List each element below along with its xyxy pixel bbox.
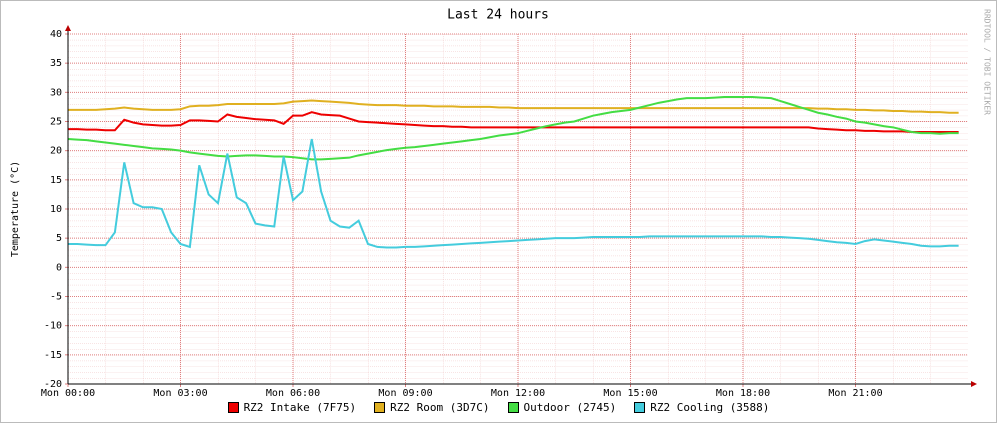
y-tick-label: 15 xyxy=(50,175,62,186)
legend-label: RZ2 Room (3D7C) xyxy=(390,401,490,414)
y-tick-label: 10 xyxy=(50,204,62,215)
y-tick-label: 20 xyxy=(50,146,62,157)
series-line xyxy=(68,138,959,249)
grid xyxy=(65,33,968,387)
legend-label: Outdoor (2745) xyxy=(523,401,617,414)
x-tick-label: Mon 09:00 xyxy=(378,388,432,399)
legend-label: RZ2 Intake (7F75) xyxy=(243,401,357,414)
legend-item: Outdoor (2745) xyxy=(507,401,617,414)
y-tick-label: -10 xyxy=(44,321,62,332)
y-tick-label: -5 xyxy=(50,292,62,303)
chart-title: Last 24 hours xyxy=(447,8,549,23)
legend-swatch xyxy=(507,402,519,413)
y-tick-label: 30 xyxy=(50,87,62,98)
series-line xyxy=(68,99,959,114)
y-tick-label: 25 xyxy=(50,117,62,128)
y-tick-label: -20 xyxy=(44,379,62,390)
axes xyxy=(65,25,977,387)
plot xyxy=(67,96,959,249)
y-axis-arrow xyxy=(65,25,71,31)
legend-swatch xyxy=(227,402,239,413)
y-axis-label: Temperature (°C) xyxy=(10,161,21,257)
y-tick-label: 35 xyxy=(50,58,62,69)
x-tick-label: Mon 21:00 xyxy=(828,388,882,399)
y-tick-label: 40 xyxy=(50,29,62,40)
legend-item: RZ2 Room (3D7C) xyxy=(374,401,490,414)
y-tick-label: -15 xyxy=(44,350,62,361)
legend-swatch xyxy=(374,402,386,413)
legend-item: RZ2 Cooling (3588) xyxy=(634,401,769,414)
x-axis-arrow xyxy=(971,381,977,387)
x-tick-label: Mon 12:00 xyxy=(491,388,545,399)
series-line xyxy=(67,96,959,161)
x-tick-label: Mon 00:00 xyxy=(41,388,95,399)
chart: Last 24 hours Temperature (°C) RRDTOOL /… xyxy=(10,8,992,400)
x-tick-label: Mon 15:00 xyxy=(603,388,657,399)
legend-item: RZ2 Intake (7F75) xyxy=(227,401,357,414)
x-tick-label: Mon 18:00 xyxy=(716,388,770,399)
legend-swatch xyxy=(634,402,646,413)
legend: RZ2 Intake (7F75) RZ2 Room (3D7C) Outdoor … xyxy=(1,401,996,414)
y-tick-label: 5 xyxy=(56,233,62,244)
series-line xyxy=(68,111,959,133)
legend-label: RZ2 Cooling (3588) xyxy=(650,401,770,414)
watermark: RRDTOOL / TOBI OETIKER xyxy=(983,9,992,115)
x-tick-label: Mon 06:00 xyxy=(266,388,320,399)
y-tick-label: 0 xyxy=(56,262,62,273)
x-tick-label: Mon 03:00 xyxy=(153,388,207,399)
